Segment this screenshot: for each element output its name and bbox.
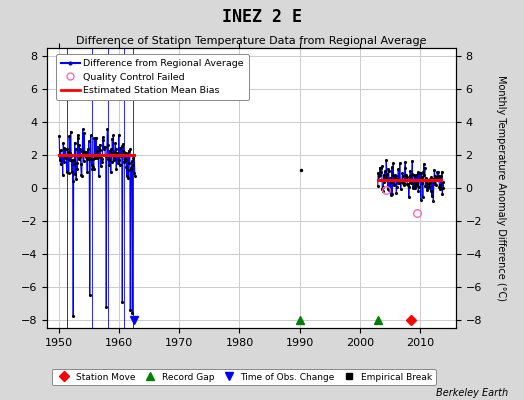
Legend: Station Move, Record Gap, Time of Obs. Change, Empirical Break: Station Move, Record Gap, Time of Obs. C… <box>52 369 435 385</box>
Text: Berkeley Earth: Berkeley Earth <box>436 388 508 398</box>
Y-axis label: Monthly Temperature Anomaly Difference (°C): Monthly Temperature Anomaly Difference (… <box>496 75 506 301</box>
Title: Difference of Station Temperature Data from Regional Average: Difference of Station Temperature Data f… <box>77 36 427 46</box>
Text: INEZ 2 E: INEZ 2 E <box>222 8 302 26</box>
